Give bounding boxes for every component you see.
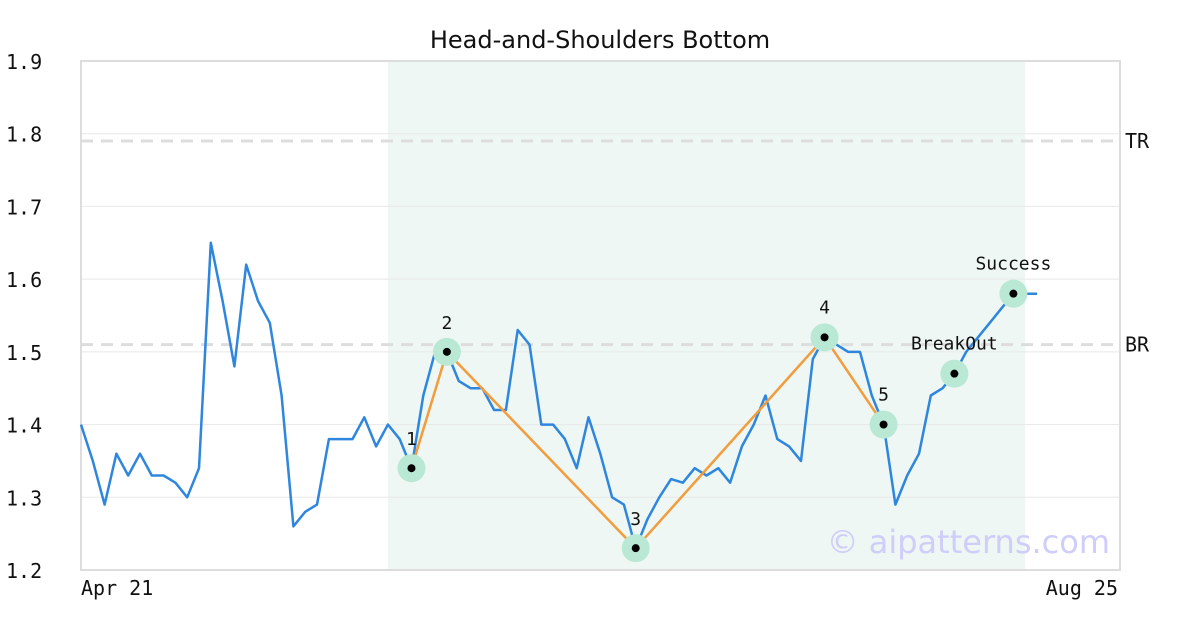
marker-dot [1009, 289, 1018, 298]
reference-label-tr: TR [1125, 129, 1150, 153]
price-series-line [79, 241, 1037, 550]
marker-label: 1 [406, 429, 417, 450]
y-tick-label: 1.6 [6, 268, 42, 292]
y-tick-label: 1.9 [6, 50, 42, 74]
x-tick-label: Apr 21 [81, 576, 153, 600]
chart-title: Head-and-Shoulders Bottom [430, 26, 770, 54]
y-tick-label: 1.4 [6, 414, 42, 438]
marker-label: BreakOut [911, 334, 998, 355]
marker-label: 2 [441, 313, 452, 334]
y-tick-label: 1.2 [6, 559, 42, 583]
marker-label: 3 [630, 509, 641, 530]
reference-label-br: BR [1125, 333, 1150, 357]
y-tick-label: 1.3 [6, 486, 42, 510]
pattern-region [387, 61, 1026, 570]
y-tick-label: 1.8 [6, 123, 42, 147]
marker-dot [950, 369, 959, 378]
marker-dot [407, 464, 416, 473]
y-tick-label: 1.5 [6, 341, 42, 365]
plot-frame [80, 60, 1121, 571]
marker-dot [442, 347, 451, 356]
x-tick-label: Aug 25 [1046, 576, 1118, 600]
marker-dot [879, 420, 888, 429]
marker-dot [820, 333, 829, 342]
y-tick-label: 1.7 [6, 195, 42, 219]
marker-label: 5 [878, 385, 889, 406]
watermark: © aipatterns.com [827, 523, 1110, 561]
marker-label: 4 [819, 297, 830, 318]
marker-dot [631, 544, 640, 553]
marker-label: Success [975, 254, 1051, 275]
